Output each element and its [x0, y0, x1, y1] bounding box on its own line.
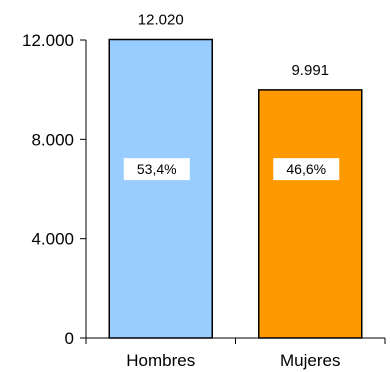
bar-hombres: [108, 38, 213, 339]
y-tick-label: 4.000: [31, 230, 74, 249]
y-tick-label: 8.000: [31, 130, 74, 149]
category-label: Hombres: [126, 351, 195, 370]
share-label: 46,6%: [286, 161, 326, 177]
value-label: 12.020: [138, 12, 184, 29]
bar-mujeres: [258, 89, 363, 339]
share-label: 53,4%: [137, 161, 177, 177]
value-label: 9.991: [291, 62, 329, 79]
bars: [108, 38, 363, 339]
y-tick-label: 12.000: [22, 31, 74, 50]
share-label-box: [273, 158, 340, 181]
axes: 0 4.000 8.000 12.000: [22, 31, 386, 348]
share-label-box: [123, 158, 190, 181]
category-label: Mujeres: [280, 351, 340, 370]
y-tick-label: 0: [65, 329, 74, 348]
labels: 12.020 53,4% Hombres 9.991 46,6% Mujeres: [123, 12, 340, 370]
